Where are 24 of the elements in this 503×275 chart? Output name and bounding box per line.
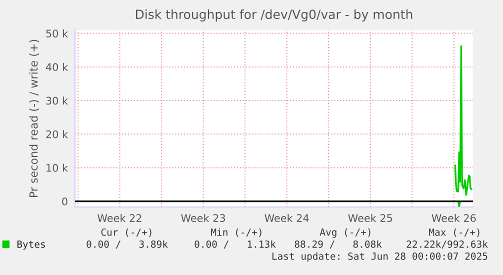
text: Cur (-/+) — [101, 228, 152, 237]
text: Avg (-/+) — [320, 228, 370, 238]
x-tick-label: Week 23 — [181, 214, 226, 222]
y-tick-label: 20 k — [46, 130, 68, 138]
text: Max (-/+) — [429, 228, 480, 237]
text: 22.22k/992.63k — [406, 240, 488, 249]
y-tick-label: 40 k — [46, 62, 68, 72]
text: Min (-/+) — [211, 228, 262, 237]
y-tick-label: 0 — [62, 198, 68, 206]
text: 88.29 / 8.08k — [294, 240, 382, 249]
text: 0.00 / 3.89k — [86, 240, 168, 249]
y-tick-label: 50 k — [46, 29, 68, 38]
x-tick-label: Week 22 — [98, 214, 142, 222]
x-tick-label: Week 26 — [432, 214, 476, 222]
line-series — [454, 45, 472, 196]
y-tick-label: 30 k — [46, 96, 68, 105]
x-tick-label: Week 25 — [348, 214, 392, 222]
x-tick-label: Week 24 — [264, 214, 309, 222]
y-tick-label: 10 k — [46, 164, 68, 172]
text: Last update: Sat Jun 28 00:00:07 2025 — [272, 252, 488, 262]
chart-title: Disk throughput for /dev/Vg0/var - by month — [136, 9, 412, 22]
text: 0.00 / 1.13k — [194, 240, 276, 249]
y-axis-title: Pr second read (-) / write (+) — [29, 40, 40, 198]
legend-label: Bytes — [17, 240, 45, 250]
